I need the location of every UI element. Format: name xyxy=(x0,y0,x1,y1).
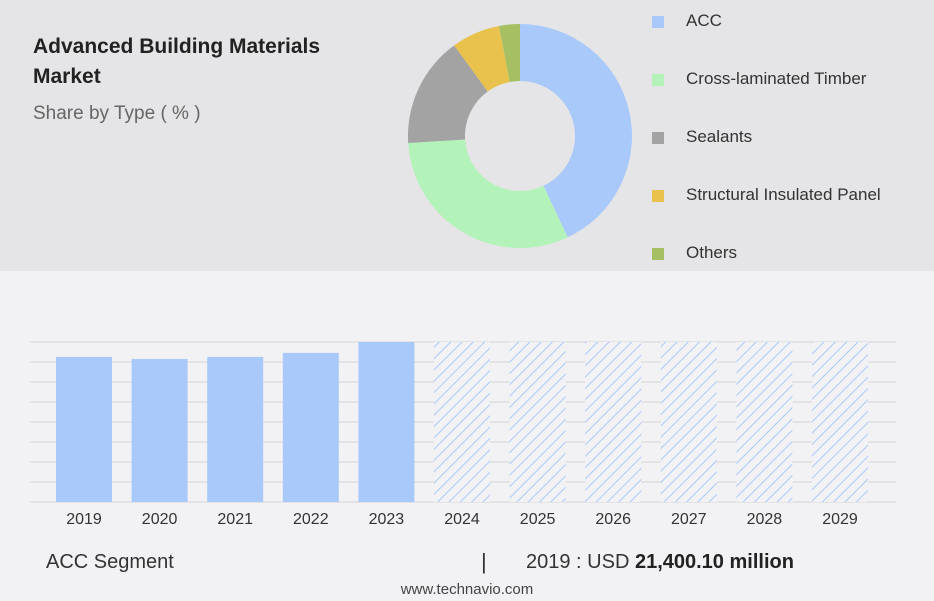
legend-label: Structural Insulated Panel xyxy=(686,185,881,204)
donut-slice-structural-insulated-panel xyxy=(454,25,510,92)
segment-value: 2019 : USD 21,400.10 million xyxy=(526,551,794,574)
x-tick-label: 2024 xyxy=(444,511,480,528)
legend-swatch xyxy=(652,248,664,260)
x-tick-label: 2021 xyxy=(217,511,253,528)
legend-item-sealants: Sealants xyxy=(652,128,922,145)
x-tick-label: 2029 xyxy=(822,511,858,528)
footer-separator: | xyxy=(481,549,487,574)
legend-swatch xyxy=(652,74,664,86)
legend-label: ACC xyxy=(686,11,722,30)
legend-item-acc: ACC xyxy=(652,12,922,29)
legend-swatch xyxy=(652,16,664,28)
segment-year-label: 2019 : USD xyxy=(526,551,630,573)
legend-swatch xyxy=(652,190,664,202)
legend-label: Sealants xyxy=(686,127,753,146)
bar-2024 xyxy=(434,342,490,502)
bar-2029 xyxy=(812,342,868,502)
bar-2026 xyxy=(585,342,642,502)
segment-value-amount: 21,400.10 million xyxy=(634,551,794,573)
bar-2025 xyxy=(509,342,566,502)
chart-subtitle: Share by Type ( % ) xyxy=(33,103,201,124)
bar-2023 xyxy=(358,342,415,502)
bar-2019 xyxy=(56,356,112,502)
x-tick-label: 2025 xyxy=(520,511,556,528)
legend-item-structural-insulated-panel: Structural Insulated Panel xyxy=(652,186,922,203)
x-tick-label: 2026 xyxy=(595,511,631,528)
donut-slice-others xyxy=(499,24,520,82)
donut-slice-acc xyxy=(520,24,632,238)
bar-2027 xyxy=(660,342,717,502)
bar-chart: 2019 2020 2021 2022 2023 2024 2025 2026 2027 2028… xyxy=(30,341,896,528)
donut-slice-cross-laminated-timber xyxy=(408,139,568,249)
x-tick-label: 2019 xyxy=(66,511,102,528)
donut-chart xyxy=(408,24,632,249)
donut-slice-sealants xyxy=(408,45,488,144)
bar-2028 xyxy=(736,342,793,502)
legend-swatch xyxy=(652,132,664,144)
bar-2022 xyxy=(282,352,339,502)
source-link[interactable]: www.technavio.com xyxy=(400,581,534,598)
chart-title: Advanced Building Materials Market xyxy=(33,35,321,88)
legend-item-cross-laminated-timber: Cross-laminated Timber xyxy=(652,70,922,87)
segment-label: ACC Segment xyxy=(46,551,174,573)
bar-2020 xyxy=(131,358,188,502)
legend-label: Others xyxy=(686,243,738,262)
legend-label: Cross-laminated Timber xyxy=(686,69,867,88)
x-tick-label: 2020 xyxy=(142,511,178,528)
bar-2021 xyxy=(207,356,264,502)
x-tick-label: 2022 xyxy=(293,511,329,528)
x-tick-label: 2027 xyxy=(671,511,707,528)
x-tick-label: 2028 xyxy=(747,511,783,528)
legend-item-others: Others xyxy=(652,244,922,261)
x-tick-label: 2023 xyxy=(369,511,405,528)
